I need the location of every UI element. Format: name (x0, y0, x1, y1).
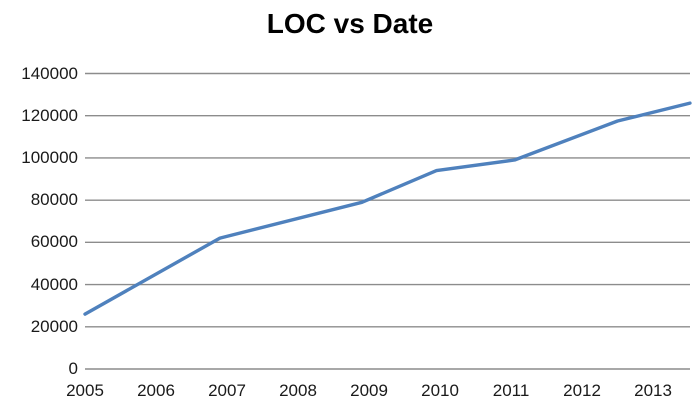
chart-title: LOC vs Date (266, 8, 434, 39)
y-tick-label: 80000 (30, 190, 78, 210)
y-tick-label: 20000 (30, 316, 78, 336)
y-tick-label: 0 (68, 359, 78, 378)
x-tick-label: 2010 (421, 381, 459, 400)
x-tick-label: 2007 (208, 381, 246, 400)
x-tick-label: 2008 (279, 381, 317, 400)
y-tick-label: 40000 (30, 274, 78, 294)
x-tick-label: 2009 (350, 381, 388, 400)
series-line-loc (83, 101, 692, 316)
x-tick-label: 2011 (492, 381, 530, 400)
x-tick-label: 2006 (137, 381, 175, 400)
x-tick-label: 2013 (634, 381, 672, 400)
y-tick-label: 120000 (21, 105, 78, 125)
x-tick-label: 2012 (563, 381, 601, 400)
y-tick-label: 100000 (21, 147, 78, 167)
y-tick-label: 140000 (21, 63, 78, 83)
y-tick-label: 60000 (30, 232, 78, 252)
x-tick-label: 2005 (66, 381, 104, 400)
